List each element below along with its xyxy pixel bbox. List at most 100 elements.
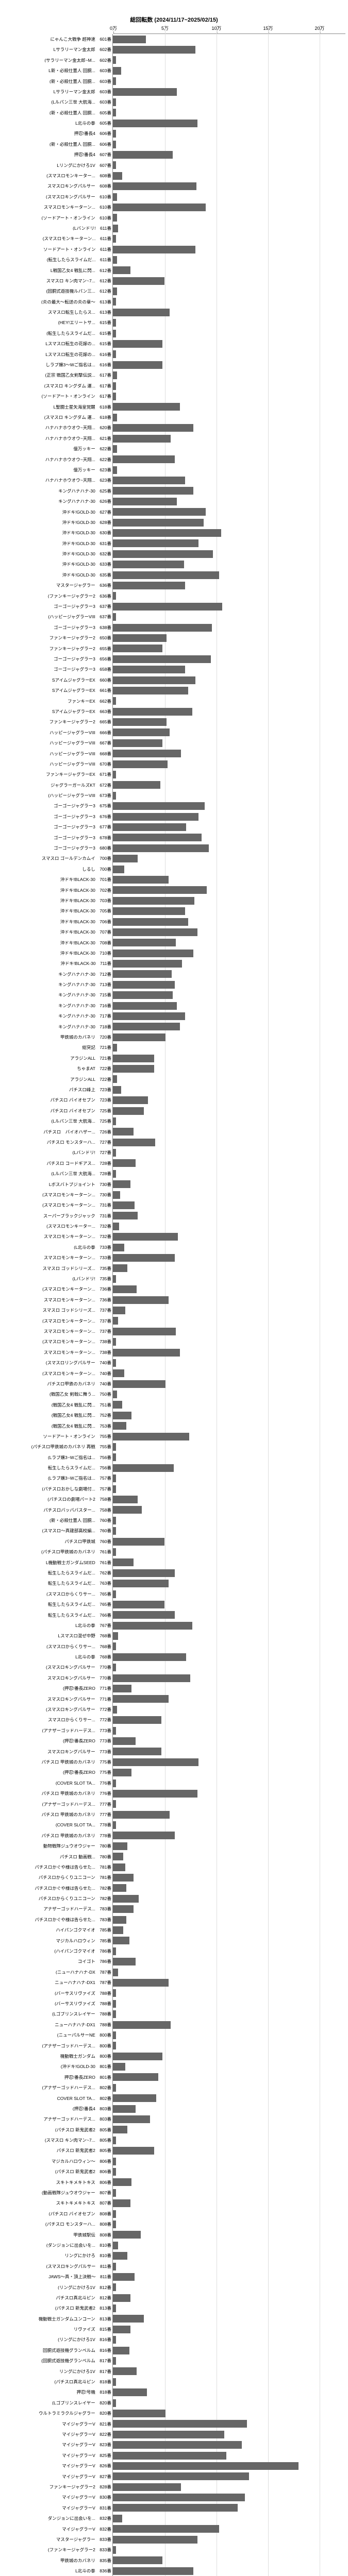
bar xyxy=(113,1706,117,1714)
row-label: (Lバンドリ! 727番 xyxy=(0,1150,112,1155)
bar-area xyxy=(112,2261,344,2272)
row-label: (戦国乙女 剣戟に舞う... 750番 xyxy=(0,1392,112,1397)
bar-area xyxy=(112,1883,344,1893)
bar-area xyxy=(112,1767,344,1777)
bar xyxy=(113,1002,177,1010)
bar xyxy=(113,2178,131,2186)
bar-row: (ダンジョンに出会いを... 810番 xyxy=(0,2240,348,2250)
bar-area xyxy=(112,2293,344,2303)
bar xyxy=(113,382,116,390)
bar xyxy=(113,1895,139,1903)
bar xyxy=(113,1485,116,1493)
bar-area xyxy=(112,1820,344,1830)
bar-row: パチスロ 動画戦... 780番 xyxy=(0,1852,348,1862)
row-label: 転生したらスライムだ... 763番 xyxy=(0,1581,112,1586)
row-label: (スマスロキングパルサー 610番 xyxy=(0,195,112,199)
bar-area xyxy=(112,570,344,580)
bar-row: パチスロ甲鉄城 760番 xyxy=(0,1536,348,1547)
bar xyxy=(113,582,185,589)
row-label: コイゴト 786番 xyxy=(0,1959,112,1964)
row-label: (転生したらスライムだ... 615番 xyxy=(0,331,112,336)
bar xyxy=(113,2010,116,2018)
bar-row: ハイパンゴクマイオ 785番 xyxy=(0,1925,348,1935)
bar-area xyxy=(112,654,344,664)
bar xyxy=(113,2189,116,2197)
bar-row: (スマスロモンキーターン... 737番 xyxy=(0,1316,348,1326)
bar xyxy=(113,1223,119,1230)
bar-area xyxy=(112,2146,344,2156)
bar xyxy=(113,1328,176,1335)
bar-row: ゴーゴージャグラー3 680番 xyxy=(0,843,348,853)
row-label: (スマスロモンキーターン... 740番 xyxy=(0,1371,112,1376)
bar-row: 億万ッキー 623番 xyxy=(0,465,348,475)
row-label: (Lゴブリンスレイヤー 788番 xyxy=(0,2012,112,2016)
bar-area xyxy=(112,706,344,717)
row-label: (押忍!番長ZERO 771番 xyxy=(0,1686,112,1691)
bar-row: アラジンALL 721番 xyxy=(0,1053,348,1063)
bar-row: スマスロモンキーターン... 732番 xyxy=(0,1232,348,1242)
row-label: 転生したらスライムだ... 756番 xyxy=(0,1466,112,1470)
bar-row: SアイムジャグラーEX 663番 xyxy=(0,706,348,717)
bar-row: キングハナハナ-30 716番 xyxy=(0,1001,348,1011)
bar-area xyxy=(112,1536,344,1547)
bar xyxy=(113,1139,155,1146)
row-label: スマスロキングパルサー 770番 xyxy=(0,1676,112,1681)
bar xyxy=(113,1832,175,1839)
row-label: (ファンキージャグラー2 636番 xyxy=(0,594,112,599)
bar-area xyxy=(112,233,344,244)
bar-row: (新・必殺仕置人 回胴... 760番 xyxy=(0,1515,348,1526)
bar xyxy=(113,319,116,327)
bar-row: マイジャグラーV 832番 xyxy=(0,2524,348,2534)
row-label: (スマスロモンキーターン... 736番 xyxy=(0,1287,112,1292)
bar-area xyxy=(112,528,344,538)
bar-row: (Lバンドリ! 735番 xyxy=(0,1274,348,1284)
bar-row: マイジャグラーV 831番 xyxy=(0,2503,348,2513)
bar-row: 沖ドキ!BLACK-30 702番 xyxy=(0,885,348,895)
row-label: (Lラブ嬢3~Wご指名は... 757番 xyxy=(0,1476,112,1481)
bar-area xyxy=(112,1284,344,1294)
bar-row: (スマスロからくりサー... 768番 xyxy=(0,1641,348,1652)
bar xyxy=(113,1674,190,1682)
bar-area xyxy=(112,2072,344,2082)
bar-area xyxy=(112,727,344,738)
bar-row: スマスロモンキーターン... 733番 xyxy=(0,1252,348,1263)
bar xyxy=(113,939,176,946)
row-label: (ダンジョンに出会いを... 810番 xyxy=(0,2243,112,2248)
bar xyxy=(113,2221,116,2228)
row-label: ファンキージャグラー2 828番 xyxy=(0,2485,112,2489)
bar xyxy=(113,204,206,211)
bar-row: スマスロモンキーターン... 737番 xyxy=(0,1326,348,1336)
bar xyxy=(113,266,130,274)
bar-row: (スマスロキングパルサー 770番 xyxy=(0,1663,348,1673)
row-label: (ハッピージャグラーVIII 673番 xyxy=(0,793,112,798)
bar-row: L聖闘士星矢海皇覚醒 618番 xyxy=(0,402,348,412)
bar xyxy=(113,1769,131,1776)
row-label: パチスロ バイオセブン 725番 xyxy=(0,1109,112,1113)
row-label: L聖闘士星矢海皇覚醒 618番 xyxy=(0,405,112,410)
row-label: 押忍!番長ZERO 801番 xyxy=(0,2075,112,2080)
bar xyxy=(113,2031,116,2039)
row-label: ハナハナホウオウ~天翔... 622番 xyxy=(0,457,112,462)
row-label: マイジャグラーV 823番 xyxy=(0,2443,112,2447)
bar-area xyxy=(112,2135,344,2145)
row-label: パチスロ 甲鉄城のカバネリ 778番 xyxy=(0,1834,112,1838)
bar xyxy=(113,498,177,505)
bar-area xyxy=(112,1505,344,1515)
row-label: ゴーゴージャグラー3 676番 xyxy=(0,815,112,819)
row-label: ジャグラーガールズKT 672番 xyxy=(0,783,112,788)
row-label: ゴーゴージャグラー3 658番 xyxy=(0,667,112,672)
bar-row: (新・必殺仕置人 回胴... 606番 xyxy=(0,139,348,149)
bar-area xyxy=(112,1127,344,1137)
bar xyxy=(113,1947,116,1955)
bar-area xyxy=(112,738,344,748)
bar-area xyxy=(112,412,344,422)
bar-row: JAWS～真・頂上決戦～ 811番 xyxy=(0,2272,348,2282)
bar-area xyxy=(112,1872,344,1883)
bar-row: 押忍!号機 818番 xyxy=(0,2387,348,2398)
bar-row: (アナザーゴッドハーデス... 800番 xyxy=(0,2041,348,2051)
bar-area xyxy=(112,1095,344,1105)
row-label: マイジャグラーV 832番 xyxy=(0,2527,112,2532)
row-label: パチスロ峰上 723番 xyxy=(0,1088,112,1092)
bar-area xyxy=(112,580,344,590)
bar-area xyxy=(112,1589,344,1599)
